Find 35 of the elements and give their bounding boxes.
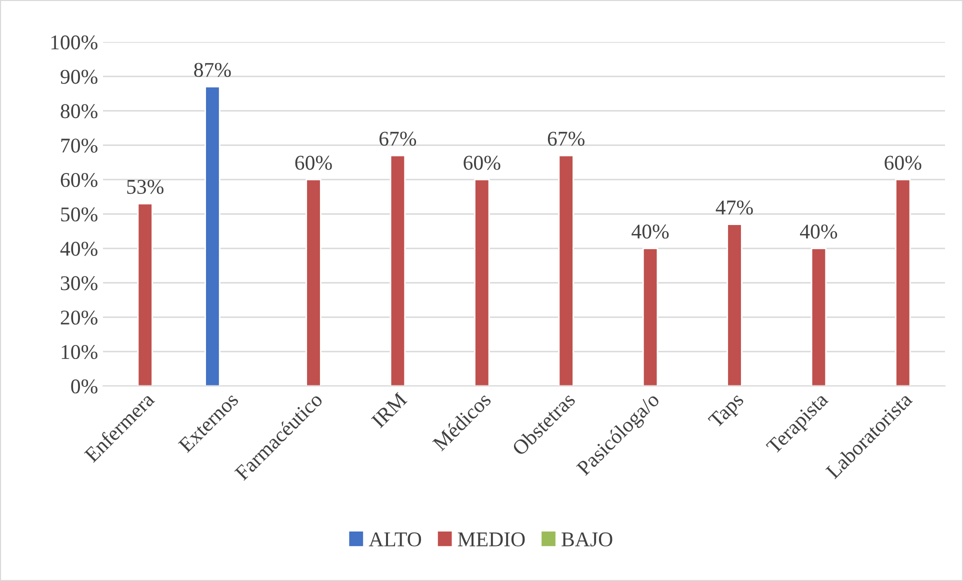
y-tick-label: 0% bbox=[71, 379, 98, 394]
legend-label: ALTO bbox=[368, 532, 422, 546]
y-tick-label: 100% bbox=[51, 35, 98, 50]
x-tick-label: Taps bbox=[708, 392, 748, 432]
legend-label: MEDIO bbox=[458, 532, 525, 546]
data-label: 87% bbox=[194, 62, 231, 77]
data-label: 40% bbox=[632, 224, 669, 239]
bar bbox=[810, 248, 827, 386]
y-tick-label: 40% bbox=[60, 242, 98, 256]
y-tick-label: 10% bbox=[62, 344, 98, 360]
bar bbox=[895, 178, 911, 386]
data-label: 60% bbox=[884, 156, 922, 170]
data-label: 47% bbox=[716, 200, 753, 215]
y-tick-label: 90% bbox=[60, 70, 98, 84]
y-tick-label: 50% bbox=[61, 207, 98, 222]
y-tick-label: 30% bbox=[60, 276, 98, 290]
y-tick-label: 70% bbox=[61, 138, 98, 153]
bar bbox=[558, 154, 574, 386]
y-tick-label: 60% bbox=[60, 172, 98, 188]
y-tick-label: 20% bbox=[60, 310, 98, 325]
legend-label: BAJO bbox=[562, 532, 612, 546]
data-label: 60% bbox=[464, 156, 500, 170]
data-label: 67% bbox=[380, 132, 416, 146]
bar bbox=[642, 248, 658, 386]
bar bbox=[306, 178, 322, 386]
data-label: 53% bbox=[127, 180, 164, 194]
data-label: 40% bbox=[800, 224, 838, 239]
bar bbox=[137, 202, 153, 386]
y-tick-label: 80% bbox=[60, 104, 98, 118]
bar bbox=[390, 154, 406, 386]
data-label: 67% bbox=[548, 132, 584, 146]
data-label: 60% bbox=[295, 156, 332, 170]
bar bbox=[474, 178, 490, 386]
bar bbox=[204, 86, 220, 386]
bar bbox=[726, 224, 742, 386]
